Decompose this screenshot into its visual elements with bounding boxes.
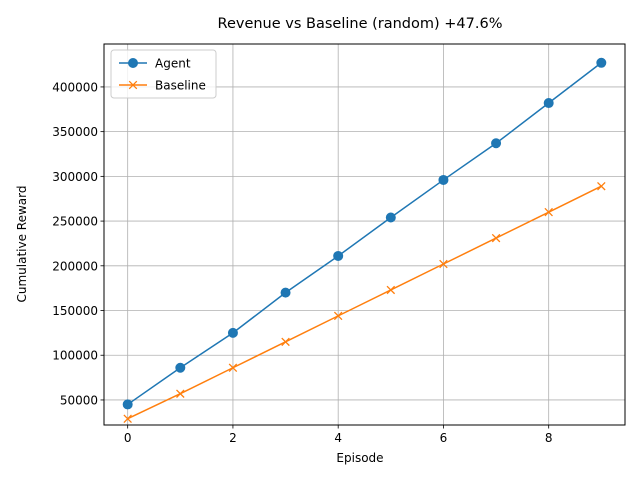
y-tick-label: 150000 [52, 304, 98, 318]
data-point-baseline [439, 259, 448, 269]
y-tick-label: 350000 [52, 125, 98, 139]
y-axis-label: Cumulative Reward [15, 186, 29, 303]
legend-label: Baseline [155, 79, 206, 93]
x-tick-label: 4 [334, 431, 342, 445]
chart-title: Revenue vs Baseline (random) +47.6% [218, 16, 503, 32]
data-point-baseline [281, 337, 290, 347]
legend-marker [128, 80, 138, 90]
x-tick-label: 8 [545, 431, 553, 445]
data-point-baseline [544, 207, 553, 217]
data-point-baseline [333, 311, 343, 321]
legend-marker [128, 58, 138, 68]
data-point-agent [175, 362, 186, 373]
y-tick-label: 300000 [52, 170, 98, 184]
y-tick-label: 50000 [60, 393, 98, 407]
data-point-agent [227, 327, 238, 338]
legend: Agent Baseline [110, 49, 217, 99]
x-tick-label: 2 [229, 431, 237, 445]
data-point-baseline [491, 233, 501, 243]
data-point-agent [122, 399, 133, 410]
x-tick-label: 0 [124, 431, 132, 445]
x-axis-label: Episode [336, 451, 383, 465]
y-tick-label: 200000 [52, 259, 98, 273]
plot-frame [103, 43, 626, 426]
grid-lines [104, 44, 625, 425]
y-tick-label: 100000 [52, 349, 98, 363]
series-line-baseline [127, 185, 602, 420]
legend-label: Agent [155, 57, 191, 71]
data-point-baseline [176, 389, 185, 398]
series-agent [122, 57, 607, 410]
data-point-baseline [123, 414, 132, 423]
data-point-agent [491, 138, 502, 149]
x-tick-label: 6 [440, 431, 448, 445]
data-point-baseline [386, 285, 396, 295]
y-tick-label: 250000 [52, 215, 98, 229]
data-point-agent [280, 287, 291, 298]
data-point-agent [543, 98, 554, 109]
series-baseline [123, 181, 606, 423]
data-point-baseline [228, 363, 238, 373]
data-point-baseline [597, 181, 606, 191]
series-layer [122, 57, 607, 423]
data-point-agent [385, 212, 396, 223]
data-point-agent [333, 250, 344, 261]
data-point-agent [596, 57, 607, 68]
y-tick-label: 400000 [52, 80, 98, 94]
axis-ticks: 0 2 4 6 8 50000 100000 150000 200000 250000 300000… [52, 80, 552, 445]
series-line-agent [127, 62, 602, 406]
data-point-agent [438, 174, 449, 185]
